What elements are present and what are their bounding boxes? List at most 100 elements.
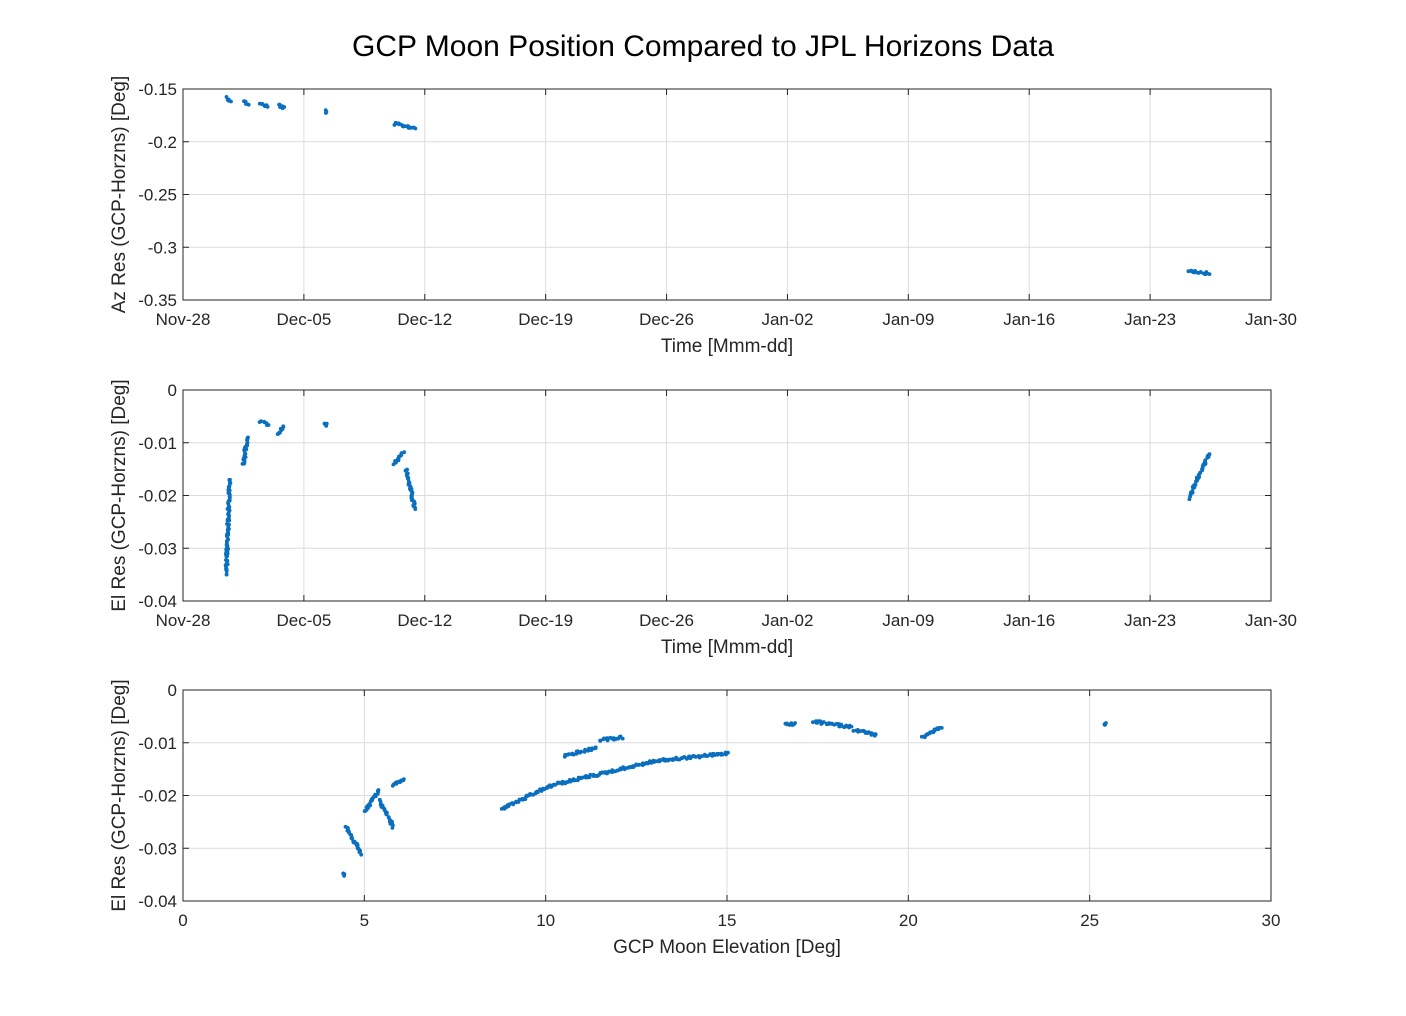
data-point <box>1103 722 1107 727</box>
x-tick-label: Nov-28 <box>156 611 211 630</box>
x-tick-label: 20 <box>899 911 918 930</box>
data-point <box>844 723 848 728</box>
x-tick-label: Nov-28 <box>156 310 211 329</box>
x-tick-label: 5 <box>360 911 369 930</box>
y-tick-label: -0.2 <box>148 133 177 152</box>
data-point <box>390 826 395 830</box>
data-point <box>511 801 516 806</box>
data-point <box>401 777 406 781</box>
x-tick-label: Jan-09 <box>882 310 934 329</box>
y-tick-label: 0 <box>168 381 177 400</box>
data-point <box>579 749 584 754</box>
data-point <box>224 572 229 577</box>
data-point <box>566 752 571 756</box>
data-point <box>793 721 797 725</box>
data-point <box>620 736 625 741</box>
data-point <box>939 726 944 730</box>
x-tick-label: 0 <box>178 911 187 930</box>
y-axis-label: Az Res (GCP-Horzns) [Deg] <box>109 76 130 314</box>
data-point <box>1198 270 1203 274</box>
data-point <box>821 720 826 724</box>
x-tick-label: Jan-23 <box>1124 310 1176 329</box>
data-point <box>324 111 328 115</box>
data-point <box>228 495 232 500</box>
data-point <box>355 843 360 848</box>
data-point <box>517 797 522 802</box>
y-tick-label: -0.03 <box>138 839 177 858</box>
data-point <box>359 852 364 857</box>
panel-1: Nov-28 Dec-05 Dec-12 Dec-19 Dec-26 Jan-02 Jan-… <box>109 76 1297 357</box>
data-point <box>384 812 389 817</box>
x-tick-label: Dec-05 <box>276 611 331 630</box>
data-point <box>341 871 346 876</box>
data-point <box>1193 482 1198 487</box>
data-point <box>259 419 263 424</box>
figure-title: GCP Moon Position Compared to JPL Horizo… <box>352 30 1054 63</box>
data-point <box>348 832 353 837</box>
data-point <box>720 752 725 757</box>
data-point <box>265 105 270 109</box>
data-point <box>705 754 710 758</box>
y-axis-label: El Res (GCP-Horzns) [Deg] <box>109 379 130 611</box>
data-point <box>413 126 418 131</box>
x-tick-label: Jan-30 <box>1245 310 1297 329</box>
data-point <box>593 746 598 751</box>
y-tick-label: -0.35 <box>138 291 177 310</box>
x-axis-label: GCP Moon Elevation [Deg] <box>613 937 841 958</box>
data-point <box>588 772 593 777</box>
x-tick-label: Jan-09 <box>882 611 934 630</box>
data-point <box>229 99 233 104</box>
data-point <box>403 468 408 473</box>
x-tick-label: Dec-19 <box>518 611 573 630</box>
data-point <box>663 758 668 763</box>
data-point <box>402 450 407 455</box>
data-point <box>872 733 877 738</box>
data-point <box>598 739 603 743</box>
panel-2: Nov-28 Dec-05 Dec-12 Dec-19 Dec-26 Jan-02 Jan-… <box>109 379 1297 658</box>
x-tick-label: Jan-02 <box>761 310 813 329</box>
y-tick-label: -0.15 <box>138 80 177 99</box>
data-point <box>583 748 588 753</box>
data-point <box>637 762 642 767</box>
y-tick-label: -0.03 <box>138 539 177 558</box>
panel-3: 0 5 10 15 20 25 30 -0.04 -0.03 -0.02 -0.01 0 GCP Moo… <box>109 679 1280 958</box>
y-tick-label: -0.04 <box>138 592 177 611</box>
data-point <box>667 757 671 762</box>
y-tick-label: -0.3 <box>148 238 177 257</box>
data-point <box>1207 272 1212 276</box>
data-point <box>224 558 228 562</box>
data-point <box>226 522 230 526</box>
y-tick-label: -0.01 <box>138 734 177 753</box>
y-tick-label: -0.02 <box>138 787 177 806</box>
x-tick-label: Jan-02 <box>761 611 813 630</box>
data-point <box>281 424 286 429</box>
data-point <box>1203 458 1208 463</box>
data-point <box>282 105 287 109</box>
data-point <box>266 423 271 427</box>
data-point <box>919 734 924 739</box>
x-tick-label: Jan-30 <box>1245 611 1297 630</box>
data-series <box>341 719 1108 878</box>
x-tick-label: Dec-12 <box>397 310 452 329</box>
data-point <box>536 790 540 795</box>
y-tick-label: -0.02 <box>138 487 177 506</box>
x-tick-label: Dec-05 <box>276 310 331 329</box>
data-point <box>246 102 251 107</box>
data-point <box>851 729 856 733</box>
data-point <box>839 722 844 727</box>
data-point <box>784 722 789 727</box>
x-tick-label: Dec-12 <box>397 611 452 630</box>
y-tick-label: 0 <box>168 681 177 700</box>
data-series <box>223 419 1212 577</box>
data-point <box>228 477 232 482</box>
x-tick-label: 25 <box>1080 911 1099 930</box>
x-axis-label: Time [Mmm-dd] <box>661 336 793 357</box>
data-point <box>726 750 730 755</box>
data-point <box>1190 489 1195 493</box>
data-point <box>849 724 854 729</box>
x-tick-label: 10 <box>536 911 555 930</box>
y-tick-label: -0.04 <box>138 892 177 911</box>
data-point <box>246 435 250 440</box>
